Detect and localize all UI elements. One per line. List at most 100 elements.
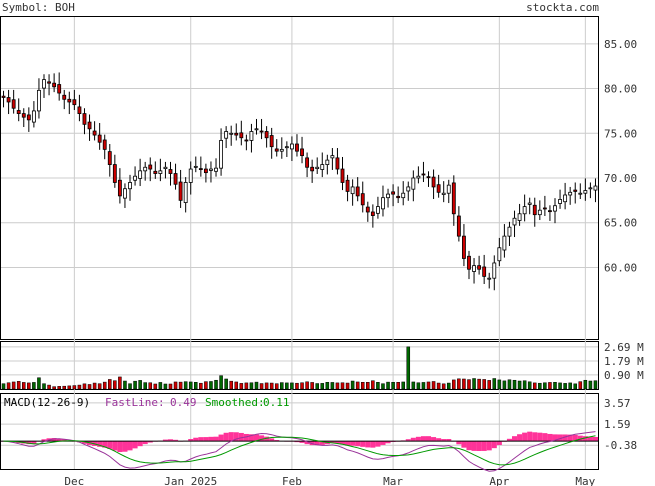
candle-body [502, 235, 507, 251]
macd-hist-bar [167, 439, 174, 442]
macd-hist-bar [223, 432, 229, 442]
candle-body [548, 210, 552, 213]
volume-bar [224, 378, 228, 390]
candle-body [254, 128, 259, 131]
candle-body [163, 166, 168, 170]
volume-tick-label: 2.69 M [604, 341, 644, 354]
candle-body [67, 98, 72, 103]
macd-hist-bar [547, 433, 553, 442]
candle-body [264, 131, 269, 139]
candle-body [203, 168, 208, 174]
candle-body [406, 186, 411, 192]
frame-layer [0, 16, 599, 470]
macd-panel [0, 393, 599, 470]
volume-bar [11, 381, 16, 390]
volume-bar [290, 382, 294, 390]
macd-hist-bar [274, 440, 280, 442]
macd-hist-bar [193, 437, 199, 442]
candle-body [553, 205, 557, 212]
candle-body [42, 79, 46, 89]
macd-hist-bar [522, 432, 528, 442]
volume-bar [446, 382, 451, 390]
candle-body [305, 157, 310, 168]
macd-hist-bar [350, 441, 356, 446]
candle-body [47, 81, 51, 84]
macd-histogram-layer [1, 431, 598, 453]
volume-bar [188, 381, 193, 390]
macd-hist-bar [552, 434, 558, 442]
volume-bar [376, 382, 380, 390]
candle-body [421, 173, 426, 176]
grid-layer [1, 17, 598, 469]
macd-hist-bar [355, 441, 361, 447]
volume-bars-layer [1, 346, 598, 390]
macd-hist-bar [456, 441, 462, 445]
candle-body [289, 143, 294, 150]
volume-bar [229, 380, 233, 390]
candle-body [188, 168, 193, 183]
volume-bar [305, 381, 309, 390]
candle-body [62, 94, 67, 100]
candle-body [416, 175, 421, 179]
macd-hist-bar [476, 441, 482, 451]
volume-bar [548, 382, 552, 390]
volume-bar [315, 383, 319, 390]
volume-bar [350, 380, 355, 390]
site-label[interactable]: stockta.com [526, 1, 599, 14]
macd-hist-bar [446, 439, 452, 442]
macd-lines-layer [3, 431, 596, 472]
candle-body [21, 113, 26, 118]
volume-bar [97, 383, 102, 390]
macd-hist-bar [61, 439, 67, 442]
candle-body [370, 211, 375, 216]
candle-body [11, 99, 16, 109]
candle-body [234, 132, 239, 136]
volume-bar [568, 382, 572, 390]
macd-hist-bar [41, 439, 47, 442]
candle-body [381, 197, 385, 210]
macd-hist-bar [314, 441, 320, 446]
macd-hist-bar [137, 441, 143, 447]
symbol-label: Symbol: BOH [2, 1, 75, 14]
volume-bar [280, 382, 284, 390]
volume-tick-label: 0.90 M [604, 369, 644, 382]
candle-body [224, 131, 229, 139]
volume-bar [77, 384, 82, 390]
candle-body [259, 130, 264, 133]
macd-hist-bar [557, 434, 563, 442]
candle-body [244, 139, 249, 142]
candle-body [173, 173, 178, 185]
candle-body [517, 213, 522, 221]
price-tick-label: 70.00 [604, 172, 637, 185]
candle-body [436, 184, 441, 193]
volume-bar [411, 381, 416, 390]
candle-body [92, 130, 97, 136]
candle-body [295, 143, 299, 152]
candle-body [350, 186, 355, 195]
macd-hist-bar [107, 441, 113, 449]
volume-bar [82, 383, 87, 390]
volume-bar [27, 382, 31, 390]
volume-bar [472, 378, 476, 390]
macd-hist-bar [203, 437, 209, 442]
candle-body [401, 192, 406, 199]
volume-bar [467, 379, 471, 390]
candle-body [365, 206, 370, 213]
volume-bar [320, 383, 325, 390]
macd-hist-bar [269, 438, 275, 442]
volume-bar [366, 382, 370, 390]
macd-hist-bar [132, 441, 138, 449]
candle-body [558, 199, 562, 204]
macd-hist-bar [228, 432, 234, 442]
candle-body [335, 157, 340, 170]
candle-body [310, 166, 315, 172]
candle-body [522, 206, 527, 215]
candle-body [178, 181, 183, 201]
candle-body [507, 226, 512, 237]
macd-hist-bar [471, 441, 477, 451]
macd-smoothed-line [3, 435, 596, 466]
volume-bar [269, 382, 274, 390]
volume-bar [355, 381, 360, 390]
axis-labels-layer: 85.00 80.00 75.00 70.00 65.00 60.00 2.69 M1.79… [64, 38, 644, 486]
price-tick-label: 75.00 [604, 127, 637, 140]
